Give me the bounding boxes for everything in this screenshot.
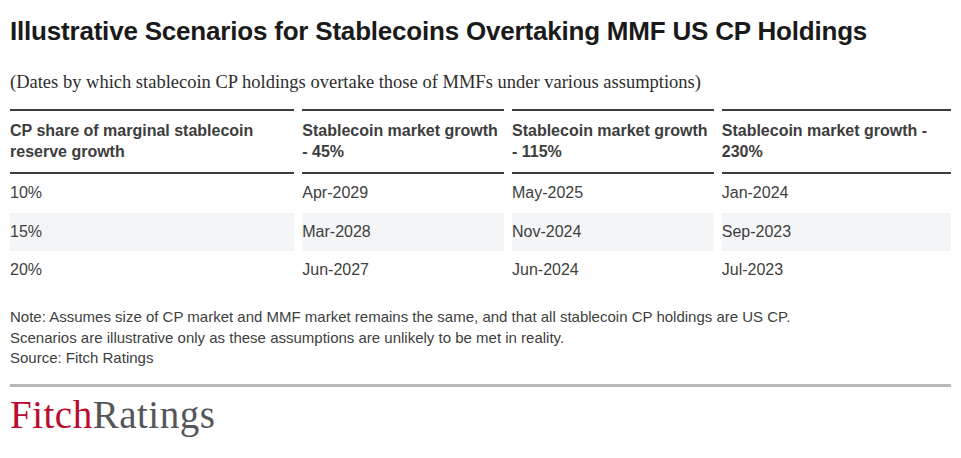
column-header: Stablecoin market growth - 230% — [722, 109, 951, 174]
note-line-2: Scenarios are illustrative only as these… — [10, 328, 951, 349]
table-cell: 10% — [10, 174, 294, 212]
table-cell: Mar-2028 — [302, 213, 504, 251]
note-line-1: Note: Assumes size of CP market and MMF … — [10, 307, 951, 328]
table-cell: Jul-2023 — [722, 251, 951, 289]
column-header: Stablecoin market growth - 115% — [512, 109, 714, 174]
column-header: Stablecoin market growth - 45% — [302, 109, 504, 174]
table-header-row: CP share of marginal stablecoin reserve … — [10, 109, 951, 174]
table-cell: 15% — [10, 213, 294, 251]
table-cell: Jun-2024 — [512, 251, 714, 289]
table-header: CP share of marginal stablecoin reserve … — [10, 109, 951, 174]
logo-ratings-text: Ratings — [93, 393, 216, 436]
fitch-table-card: Illustrative Scenarios for Stablecoins O… — [0, 0, 961, 458]
note-block: Note: Assumes size of CP market and MMF … — [10, 307, 951, 369]
table-row: 15%Mar-2028Nov-2024Sep-2023 — [10, 213, 951, 251]
logo-fitch-text: Fitch — [10, 393, 93, 436]
footer-divider — [10, 384, 951, 387]
table-body: 10%Apr-2029May-2025Jan-202415%Mar-2028No… — [10, 174, 951, 289]
table-row: 10%Apr-2029May-2025Jan-2024 — [10, 174, 951, 212]
column-header: CP share of marginal stablecoin reserve … — [10, 109, 294, 174]
table-row: 20%Jun-2027Jun-2024Jul-2023 — [10, 251, 951, 289]
page-title: Illustrative Scenarios for Stablecoins O… — [10, 16, 951, 47]
table-cell: Sep-2023 — [722, 213, 951, 251]
table-cell: Jan-2024 — [722, 174, 951, 212]
source-line: Source: Fitch Ratings — [10, 348, 951, 369]
table-cell: Nov-2024 — [512, 213, 714, 251]
table-cell: Apr-2029 — [302, 174, 504, 212]
table-cell: Jun-2027 — [302, 251, 504, 289]
table-cell: 20% — [10, 251, 294, 289]
scenarios-table: CP share of marginal stablecoin reserve … — [2, 109, 959, 289]
table-cell: May-2025 — [512, 174, 714, 212]
page-subtitle: (Dates by which stablecoin CP holdings o… — [10, 72, 951, 93]
fitch-ratings-logo: FitchRatings — [10, 392, 951, 437]
